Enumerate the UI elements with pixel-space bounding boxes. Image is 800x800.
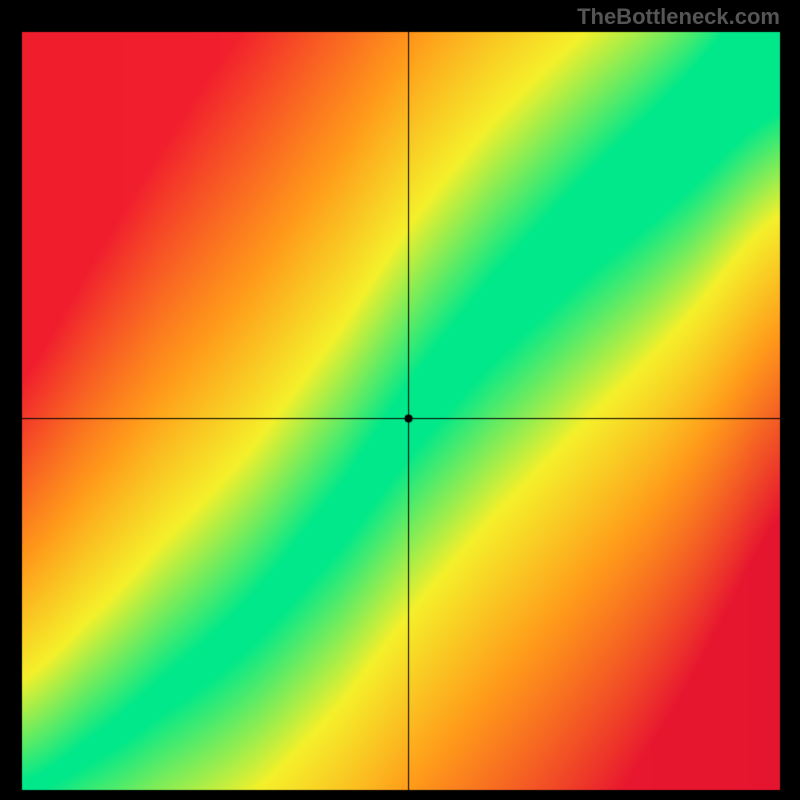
watermark-label: TheBottleneck.com	[577, 4, 780, 30]
heatmap-canvas	[0, 0, 800, 800]
chart-container: TheBottleneck.com	[0, 0, 800, 800]
